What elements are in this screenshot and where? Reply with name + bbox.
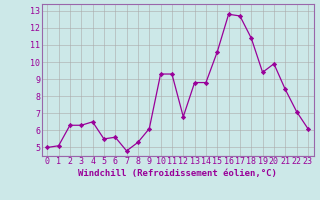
X-axis label: Windchill (Refroidissement éolien,°C): Windchill (Refroidissement éolien,°C) — [78, 169, 277, 178]
